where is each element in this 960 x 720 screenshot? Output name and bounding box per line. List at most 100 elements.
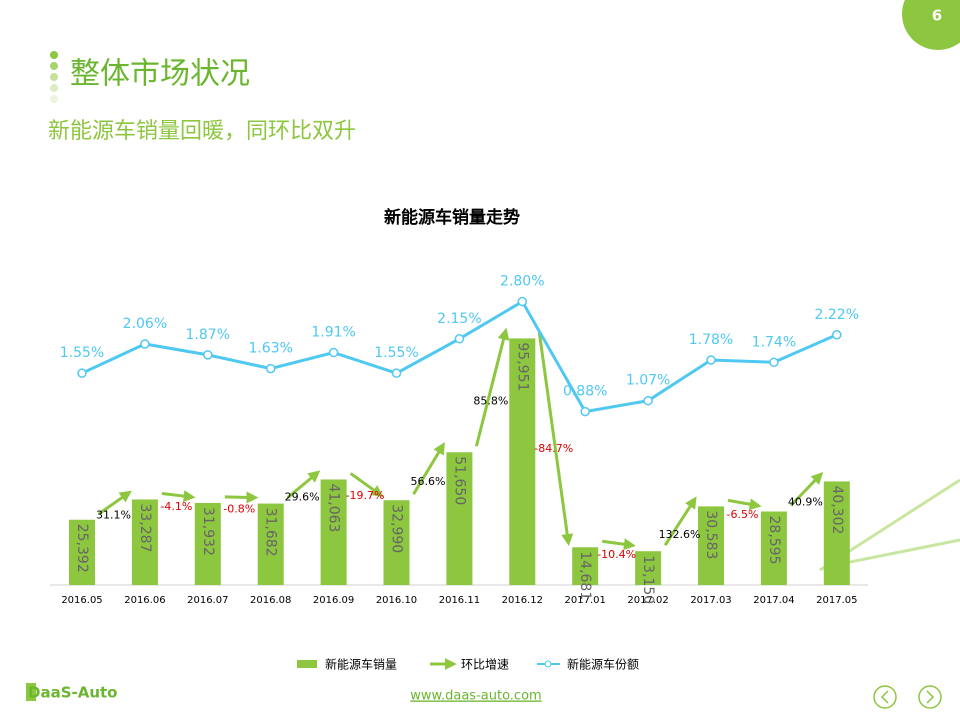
growth-label: 31.1% (96, 509, 131, 522)
slide-title: 整体市场状况 (70, 57, 250, 92)
share-label: 0.88% (563, 384, 607, 400)
share-point (517, 296, 528, 307)
growth-label: 56.6% (410, 475, 445, 488)
growth-label: -4.1% (160, 500, 192, 513)
x-tick-label: 2017.01 (565, 595, 606, 606)
bar-value-label: 40,302 (829, 485, 845, 534)
growth-arrow (98, 490, 132, 515)
share-point (580, 406, 590, 417)
share-point (328, 347, 339, 358)
bar (194, 502, 221, 585)
share-point (391, 368, 402, 378)
growth-arrow (412, 442, 445, 495)
share-point (77, 368, 87, 378)
bar (383, 500, 410, 585)
x-tick-label: 2017.03 (690, 595, 731, 606)
share-label: 1.74% (752, 334, 796, 350)
growth-arrow (663, 496, 697, 547)
bar (509, 338, 536, 585)
share-label: 1.91% (311, 325, 355, 341)
x-tick-label: 2016.11 (439, 595, 480, 606)
growth-arrow (601, 538, 636, 551)
share-label: 1.78% (689, 332, 733, 348)
growth-label: -6.5% (726, 508, 758, 521)
bar-value-label: 25,392 (74, 524, 90, 573)
legend-bar-swatch (297, 660, 317, 668)
legend-label: 新能源车份额 (567, 657, 639, 672)
share-label: 1.07% (626, 373, 670, 389)
share-label: 2.22% (815, 307, 859, 323)
share-point (832, 330, 842, 340)
growth-label: 29.6% (285, 491, 320, 504)
bar-value-label: 28,595 (766, 516, 782, 565)
x-tick-label: 2017.05 (816, 595, 857, 606)
share-label: 1.87% (186, 327, 230, 343)
page-number: 6 (932, 7, 942, 25)
bar-value-label: 51,650 (451, 456, 467, 505)
bar (257, 503, 284, 585)
growth-label: 40.9% (788, 495, 823, 508)
share-point (769, 357, 779, 368)
x-tick-label: 2016.10 (376, 595, 417, 606)
growth-arrow (537, 332, 574, 547)
chart-title: 新能源车销量走势 (384, 207, 520, 228)
growth-arrow (349, 472, 384, 498)
bar (572, 547, 599, 585)
x-tick-label: 2016.12 (502, 595, 543, 606)
legend-line-marker (544, 660, 552, 668)
share-point (203, 350, 213, 360)
growth-arrow (474, 327, 510, 447)
share-label: 1.55% (374, 345, 418, 361)
nav-next[interactable] (918, 685, 942, 709)
x-tick-label: 2017.04 (753, 595, 794, 606)
share-label: 1.55% (60, 345, 104, 361)
bar (320, 479, 347, 585)
bar-value-label: 95,951 (514, 342, 530, 391)
share-label: 2.15% (437, 311, 481, 327)
bar-value-label: 13,150 (640, 555, 656, 604)
bar-value-label: 32,990 (389, 504, 405, 553)
page-badge (902, 0, 960, 50)
growth-label: 132.6% (659, 528, 701, 541)
legend: 新能源车销量 环比增速 新能源车份额 (297, 657, 639, 672)
growth-label: -84.7% (534, 442, 573, 455)
title-dots (50, 51, 58, 103)
nav-prev[interactable] (873, 685, 897, 709)
share-label: 2.80% (500, 274, 544, 290)
bar (698, 506, 724, 585)
bar (446, 452, 473, 585)
growth-arrow (224, 491, 259, 504)
x-tick-label: 2016.05 (61, 595, 102, 606)
bar-value-label: 31,682 (263, 508, 279, 557)
url[interactable]: www.daas-auto.com (410, 689, 541, 704)
bar-value-label: 14,681 (577, 551, 593, 600)
bar (760, 511, 787, 585)
logo-mark (26, 683, 36, 701)
share-label: 1.63% (248, 341, 292, 357)
x-tick-label: 2017.02 (627, 595, 668, 606)
growth-label: 85.8% (473, 394, 508, 407)
bar (635, 551, 662, 585)
bar (69, 519, 95, 585)
slide-subtitle: 新能源车销量回暖，同环比双升 (48, 119, 356, 144)
legend-label: 环比增速 (461, 658, 509, 672)
growth-arrow (789, 471, 824, 507)
share-point (140, 339, 150, 349)
growth-label: -0.8% (223, 502, 255, 515)
bar-value-label: 41,063 (326, 483, 342, 532)
bar (823, 481, 850, 585)
growth-arrow (727, 498, 762, 511)
bar-value-label: 31,932 (200, 507, 216, 556)
bar-value-label: 33,287 (137, 503, 153, 552)
bar (131, 499, 158, 585)
share-point (643, 395, 653, 406)
x-tick-label: 2016.07 (187, 595, 228, 606)
growth-arrow (286, 470, 321, 499)
x-tick-label: 2016.09 (313, 595, 354, 606)
share-point (454, 334, 465, 344)
share-point (265, 363, 276, 374)
logo: DaaS-Auto (28, 684, 118, 702)
x-tick-label: 2016.06 (124, 595, 165, 606)
